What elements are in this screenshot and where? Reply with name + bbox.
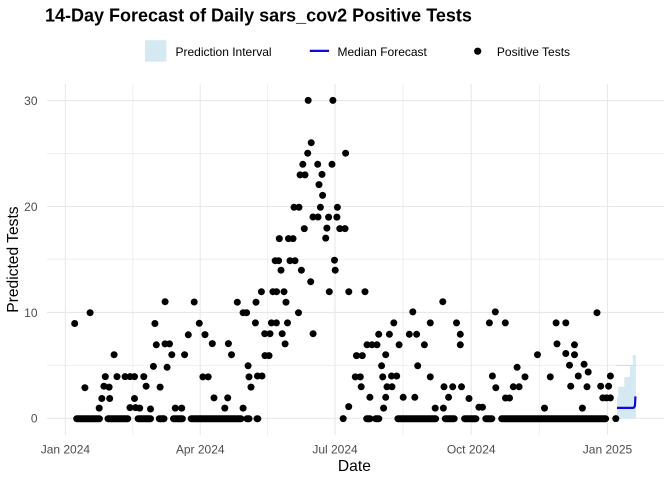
svg-text:Apr 2024: Apr 2024 [176,442,225,456]
svg-text:20: 20 [24,200,38,214]
svg-text:0: 0 [31,412,38,426]
svg-text:Date: Date [338,458,371,475]
svg-text:Predicted Tests: Predicted Tests [5,206,22,313]
svg-text:14-Day Forecast of Daily sars_: 14-Day Forecast of Daily sars_cov2 Posit… [45,6,472,26]
svg-text:Jan 2025: Jan 2025 [583,442,633,456]
svg-text:Median Forecast: Median Forecast [338,45,428,59]
svg-text:Prediction Interval: Prediction Interval [176,45,272,59]
svg-text:Oct 2024: Oct 2024 [447,442,496,456]
svg-text:Positive Tests: Positive Tests [497,45,570,59]
svg-text:Jul 2024: Jul 2024 [312,442,358,456]
svg-text:30: 30 [24,94,38,108]
svg-text:10: 10 [24,306,38,320]
svg-text:Jan 2024: Jan 2024 [41,442,91,456]
